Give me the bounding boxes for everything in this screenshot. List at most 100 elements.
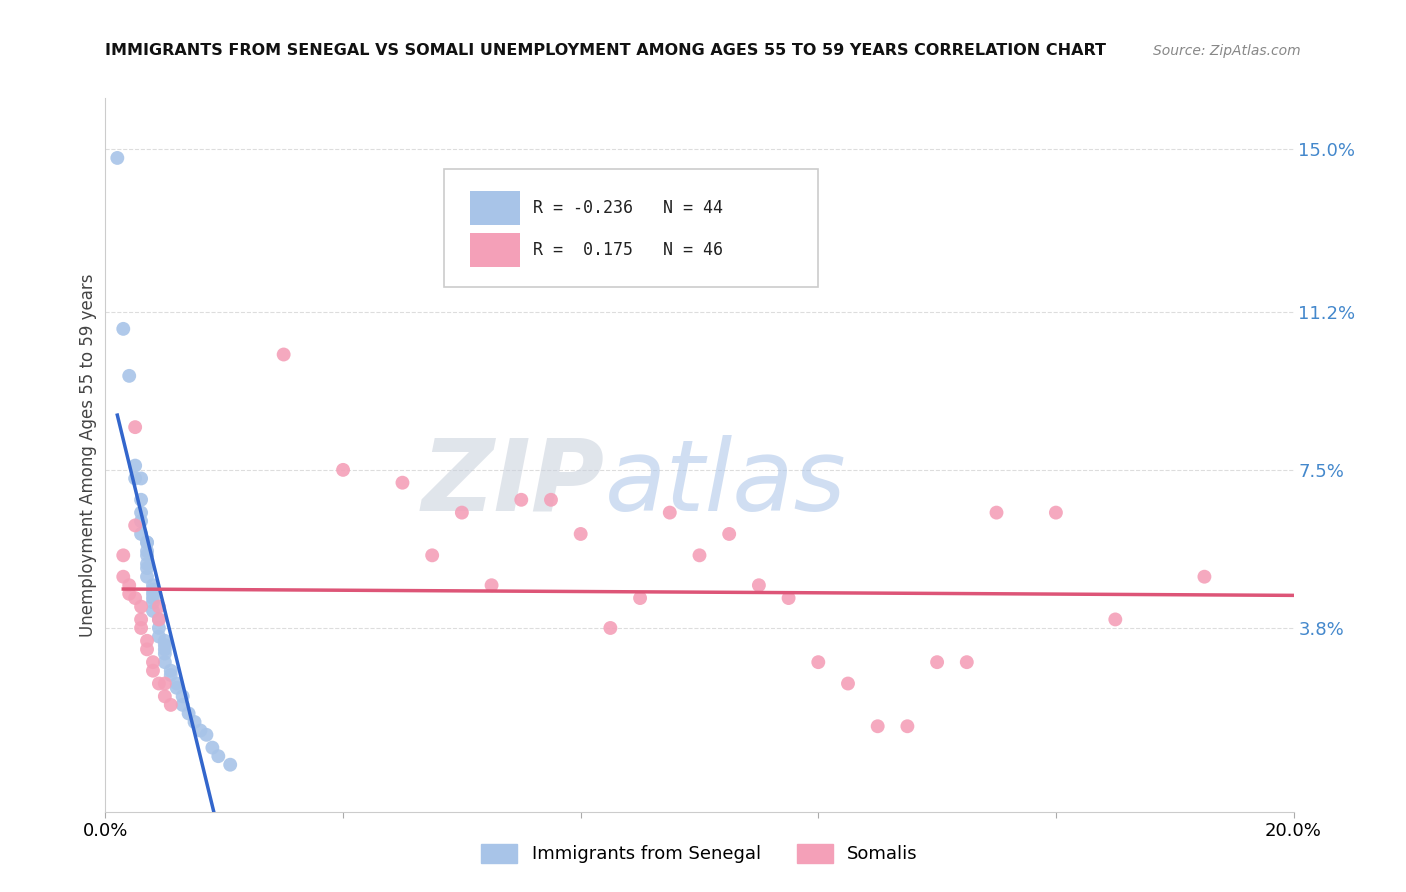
Point (159, 698, 181, 712)
Point (148, 676, 170, 690)
Point (118, 587, 141, 601)
Point (207, 749, 229, 764)
Point (153, 690, 176, 704)
Point (112, 549, 135, 563)
Point (569, 527, 592, 541)
Point (136, 535, 159, 549)
Point (153, 633, 176, 648)
Point (142, 587, 165, 601)
Point (112, 570, 135, 584)
Point (927, 655, 949, 669)
Point (172, 698, 194, 712)
Point (450, 506, 472, 520)
Point (112, 322, 135, 336)
Point (190, 723, 212, 738)
Point (148, 612, 170, 626)
Point (159, 668, 181, 682)
Point (136, 557, 159, 571)
Point (1194, 570, 1216, 584)
Point (689, 549, 711, 563)
Point (136, 549, 159, 563)
Point (118, 368, 141, 383)
Point (628, 591, 651, 605)
Point (124, 458, 146, 473)
Point (142, 591, 165, 605)
Text: ZIP: ZIP (422, 435, 605, 532)
Point (129, 599, 152, 614)
Point (148, 599, 170, 614)
Point (481, 578, 503, 592)
Point (129, 506, 152, 520)
FancyBboxPatch shape (444, 169, 818, 287)
Point (142, 604, 165, 618)
Point (142, 664, 165, 678)
Point (142, 582, 165, 597)
Point (332, 463, 354, 477)
Point (866, 719, 889, 733)
Point (718, 527, 741, 541)
Point (142, 595, 165, 609)
Point (172, 690, 194, 704)
Point (658, 506, 681, 520)
Text: R = -0.236   N = 44: R = -0.236 N = 44 (533, 199, 723, 217)
Point (129, 612, 152, 626)
Point (778, 591, 800, 605)
Point (129, 471, 152, 485)
Point (391, 475, 413, 490)
Point (142, 655, 165, 669)
Text: IMMIGRANTS FROM SENEGAL VS SOMALI UNEMPLOYMENT AMONG AGES 55 TO 59 YEARS CORRELA: IMMIGRANTS FROM SENEGAL VS SOMALI UNEMPL… (105, 43, 1107, 58)
Point (153, 642, 176, 657)
Point (896, 719, 918, 733)
Point (807, 655, 830, 669)
Point (183, 714, 205, 729)
Legend: Immigrants from Senegal, Somalis: Immigrants from Senegal, Somalis (481, 844, 918, 863)
Point (159, 664, 181, 678)
FancyBboxPatch shape (470, 233, 520, 268)
Text: R =  0.175   N = 46: R = 0.175 N = 46 (533, 241, 723, 259)
Point (136, 633, 159, 648)
Point (986, 506, 1008, 520)
Point (1045, 506, 1067, 520)
Point (201, 740, 224, 755)
Point (177, 706, 200, 721)
Point (148, 612, 170, 626)
Point (153, 676, 176, 690)
Text: Source: ZipAtlas.com: Source: ZipAtlas.com (1153, 44, 1301, 58)
Y-axis label: Unemployment Among Ages 55 to 59 years: Unemployment Among Ages 55 to 59 years (79, 273, 97, 637)
Point (124, 471, 146, 485)
Text: atlas: atlas (605, 435, 846, 532)
Point (136, 561, 159, 575)
Point (118, 578, 141, 592)
Point (148, 630, 170, 644)
Point (129, 621, 152, 635)
Point (148, 621, 170, 635)
Point (136, 570, 159, 584)
Point (166, 676, 188, 690)
Point (129, 527, 152, 541)
Point (124, 591, 146, 605)
Point (136, 535, 159, 549)
Point (129, 514, 152, 528)
Point (1104, 612, 1126, 626)
Point (273, 347, 295, 361)
Point (136, 642, 159, 657)
Point (956, 655, 979, 669)
Point (124, 518, 146, 533)
Point (420, 549, 443, 563)
Point (153, 647, 176, 661)
Point (129, 492, 152, 507)
Point (153, 655, 176, 669)
Point (105, 151, 128, 165)
Point (136, 544, 159, 558)
Point (748, 578, 770, 592)
Point (153, 638, 176, 652)
Point (142, 578, 165, 592)
FancyBboxPatch shape (470, 191, 520, 225)
Point (219, 757, 242, 772)
Point (599, 621, 621, 635)
Point (837, 676, 859, 690)
Point (510, 492, 533, 507)
Point (195, 728, 218, 742)
Point (124, 420, 146, 434)
Point (540, 492, 562, 507)
